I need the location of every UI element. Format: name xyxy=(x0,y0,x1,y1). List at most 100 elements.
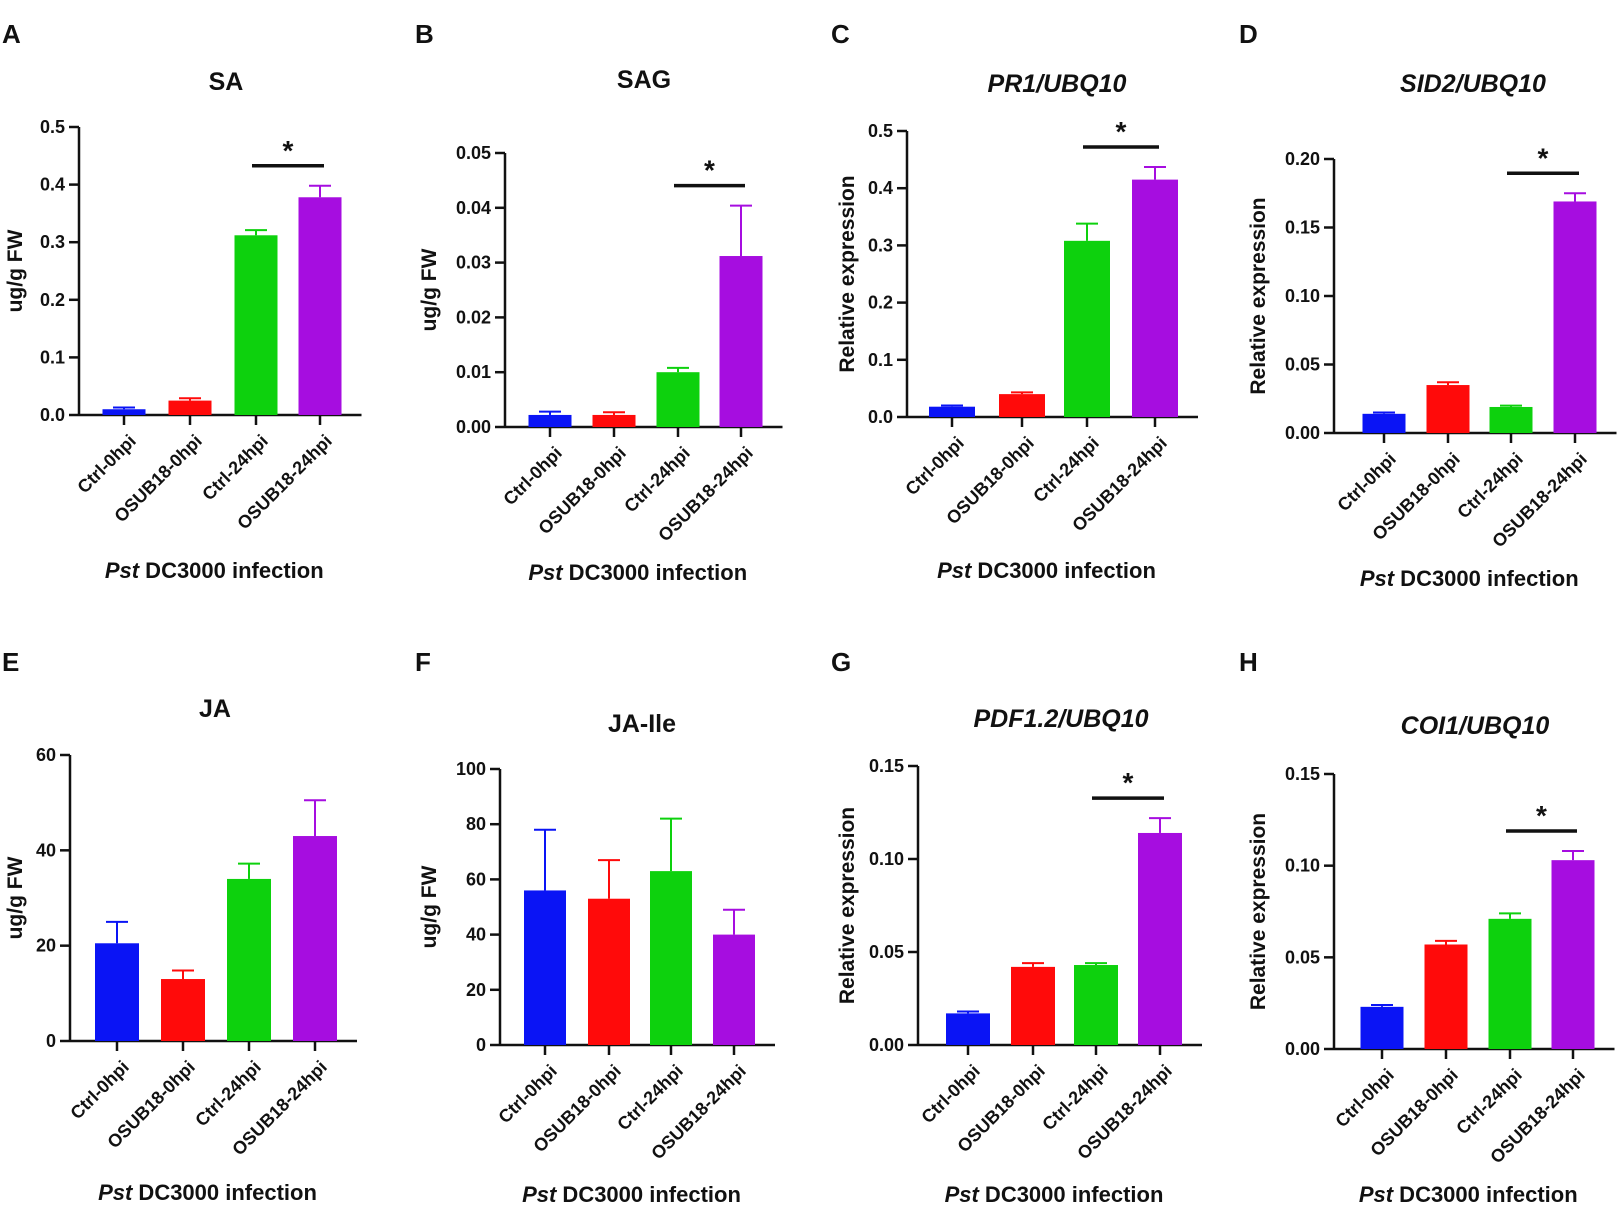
y-tick-label: 0.0 xyxy=(40,405,65,425)
y-tick-label: 0.2 xyxy=(868,293,893,313)
x-axis-label: Pst DC3000 infection xyxy=(1360,566,1579,591)
x-axis-label-italic: Pst xyxy=(1359,1182,1395,1207)
x-axis-label-italic: Pst xyxy=(528,560,564,585)
bar-osub18-0hpi xyxy=(168,400,212,415)
y-tick-label: 0.5 xyxy=(40,117,65,137)
bar-osub18-24hpi xyxy=(1553,201,1597,433)
bar-osub18-0hpi xyxy=(999,394,1045,417)
y-tick-label: 0.02 xyxy=(456,307,491,327)
category-label: Ctrl-0hpi xyxy=(1331,1065,1397,1131)
x-axis-label-italic: Pst xyxy=(1360,566,1396,591)
category-label: Ctrl-24hpi xyxy=(1029,433,1103,507)
x-axis-label-rest: DC3000 infection xyxy=(139,558,324,583)
bar-ctrl-24hpi xyxy=(1074,965,1118,1045)
panel-label: G xyxy=(831,647,851,677)
category-label: Ctrl-0hpi xyxy=(73,431,139,497)
bar-ctrl-24hpi xyxy=(1064,240,1110,417)
y-tick-label: 0.05 xyxy=(1285,355,1320,375)
bar-ctrl-24hpi xyxy=(1488,918,1532,1049)
category-label: Ctrl-0hpi xyxy=(499,443,565,509)
x-axis-label: Pst DC3000 infection xyxy=(1359,1182,1578,1207)
y-axis-label: ug/g FW xyxy=(4,856,27,939)
y-axis-label: ug/g FW xyxy=(4,229,27,312)
x-axis-label-italic: Pst xyxy=(937,558,973,583)
y-tick-label: 40 xyxy=(36,840,56,860)
chart-title: JA-Ile xyxy=(608,710,676,738)
y-tick-label: 0.05 xyxy=(1285,947,1320,967)
y-tick-label: 20 xyxy=(466,980,486,1000)
y-tick-label: 0.3 xyxy=(40,232,65,252)
y-tick-label: 0.1 xyxy=(868,350,893,370)
y-tick-label: 60 xyxy=(466,869,486,889)
y-tick-label: 100 xyxy=(456,759,486,779)
bar-ctrl-0hpi xyxy=(524,890,566,1045)
bar-ctrl-24hpi xyxy=(656,372,700,427)
y-tick-label: 80 xyxy=(466,814,486,834)
bar-osub18-24hpi xyxy=(1551,860,1595,1049)
bar-ctrl-24hpi xyxy=(650,871,692,1045)
panel-label: D xyxy=(1239,19,1258,49)
y-tick-label: 0.00 xyxy=(1285,423,1320,443)
bar-osub18-0hpi xyxy=(1426,385,1470,433)
bar-ctrl-0hpi xyxy=(1360,1006,1404,1049)
bar-osub18-24hpi xyxy=(1138,832,1182,1045)
x-axis-label-rest: DC3000 infection xyxy=(971,558,1156,583)
y-tick-label: 0.01 xyxy=(456,362,491,382)
bar-osub18-24hpi xyxy=(713,934,755,1045)
y-tick-label: 0 xyxy=(46,1031,56,1051)
category-label: Ctrl-0hpi xyxy=(917,1061,983,1127)
significance-star: * xyxy=(1116,116,1127,147)
bar-osub18-24hpi xyxy=(719,256,763,427)
y-tick-label: 0.20 xyxy=(1285,149,1320,169)
x-axis-label: Pst DC3000 infection xyxy=(105,558,324,583)
y-tick-label: 0.10 xyxy=(1285,856,1320,876)
chart-title: PR1/UBQ10 xyxy=(988,70,1127,98)
bar-osub18-0hpi xyxy=(1011,966,1055,1045)
y-tick-label: 0.10 xyxy=(1285,286,1320,306)
y-tick-label: 0.03 xyxy=(456,253,491,273)
chart-title: SAG xyxy=(617,66,671,94)
chart-title: COI1/UBQ10 xyxy=(1401,712,1550,740)
y-tick-label: 0.15 xyxy=(1285,218,1320,238)
y-tick-label: 0.15 xyxy=(869,756,904,776)
bar-ctrl-0hpi xyxy=(95,943,139,1041)
bar-osub18-0hpi xyxy=(1424,944,1468,1049)
y-tick-label: 0.3 xyxy=(868,235,893,255)
x-axis-label-rest: DC3000 infection xyxy=(563,560,748,585)
category-label: Ctrl-0hpi xyxy=(66,1057,132,1123)
y-tick-label: 0.00 xyxy=(869,1035,904,1055)
x-axis-label: Pst DC3000 infection xyxy=(98,1180,317,1205)
significance-star: * xyxy=(1123,767,1134,798)
x-axis-label-italic: Pst xyxy=(945,1182,981,1207)
y-tick-label: 0.4 xyxy=(868,178,893,198)
x-axis-label-rest: DC3000 infection xyxy=(1393,1182,1578,1207)
panel-label: E xyxy=(2,647,19,677)
panel-g: G PDF1.2/UBQ10 0.00 0.05 0.10 0.15 Relative ex… xyxy=(831,647,1202,1207)
x-axis-label: Pst DC3000 infection xyxy=(937,558,1156,583)
significance-star: * xyxy=(1536,800,1547,831)
panel-d: D SID2/UBQ10 0.00 0.05 0.10 0.15 0.20 Relative … xyxy=(1239,19,1617,591)
panel-label: C xyxy=(831,19,850,49)
chart-title: SA xyxy=(209,68,244,96)
y-axis-label: ug/g FW xyxy=(418,865,441,948)
category-label: Ctrl-0hpi xyxy=(901,433,967,499)
y-tick-label: 0.00 xyxy=(456,417,491,437)
significance-star: * xyxy=(283,135,294,166)
bar-ctrl-0hpi xyxy=(528,414,572,427)
y-tick-label: 0.5 xyxy=(868,121,893,141)
y-tick-label: 0.0 xyxy=(868,407,893,427)
y-tick-label: 0.15 xyxy=(1285,764,1320,784)
panel-label: F xyxy=(415,647,431,677)
y-tick-label: 0.05 xyxy=(456,143,491,163)
panel-label: A xyxy=(2,19,21,49)
y-axis-label: Relative expression xyxy=(836,175,859,372)
x-axis-label-rest: DC3000 infection xyxy=(556,1182,741,1207)
x-axis-label: Pst DC3000 infection xyxy=(528,560,747,585)
panel-b: B SAG 0.00 0.01 0.02 0.03 0.04 0.05 ug/g FW Ctrl-… xyxy=(415,19,783,585)
y-tick-label: 0.00 xyxy=(1285,1039,1320,1059)
y-tick-label: 0 xyxy=(476,1035,486,1055)
